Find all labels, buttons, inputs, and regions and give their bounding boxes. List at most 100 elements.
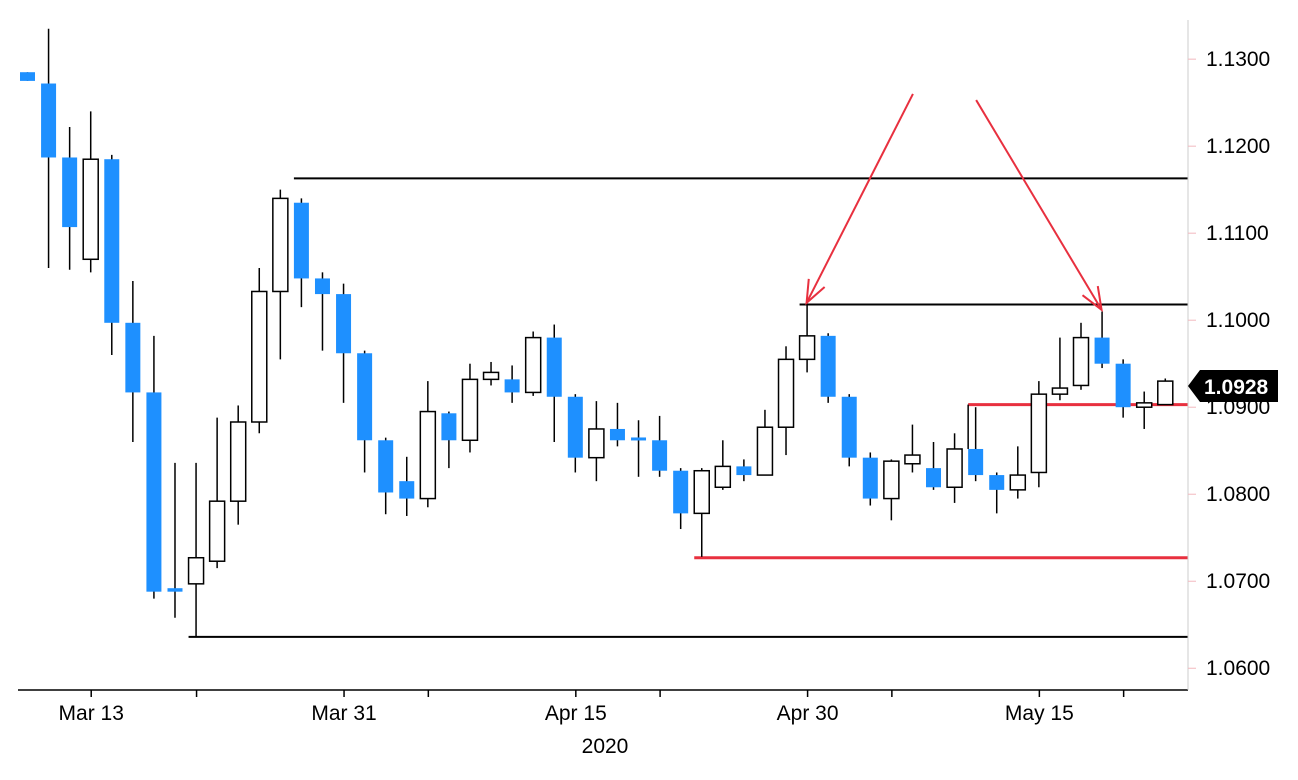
- candle-body: [41, 83, 57, 158]
- candle-body: [946, 448, 963, 489]
- candle: [989, 472, 1005, 514]
- candle: [378, 437, 394, 515]
- last-price-label: 1.0928: [1204, 376, 1269, 399]
- candle-body: [1009, 474, 1027, 491]
- candle: [946, 433, 963, 503]
- arrow-shaft: [805, 93, 914, 304]
- candle: [208, 417, 226, 569]
- arrow: [805, 93, 914, 306]
- candle-body: [777, 358, 795, 428]
- candle-body: [461, 378, 479, 442]
- candle: [588, 401, 605, 482]
- candle: [104, 154, 120, 355]
- arrow-head: [1081, 285, 1103, 313]
- candle: [841, 394, 857, 467]
- candle: [1030, 381, 1048, 488]
- candles: [20, 28, 1174, 637]
- candle-body: [251, 290, 268, 423]
- candle-body: [631, 437, 647, 441]
- candle-body: [336, 294, 352, 354]
- candle-body: [146, 392, 162, 592]
- candle: [441, 411, 457, 469]
- candle-body: [82, 158, 99, 261]
- candle: [1094, 311, 1110, 369]
- candle: [693, 468, 710, 557]
- candle: [251, 267, 268, 434]
- candle: [62, 127, 78, 270]
- candle-body: [968, 448, 984, 476]
- candle-body: [441, 413, 457, 441]
- y-tick-labels: 1.13001.12001.11001.10001.09001.08001.07…: [1188, 48, 1270, 680]
- candle-body: [482, 371, 500, 381]
- candle: [714, 440, 732, 490]
- candle: [524, 331, 542, 396]
- candle: [399, 456, 415, 516]
- candle: [272, 189, 289, 360]
- candle-body: [736, 466, 752, 476]
- candle: [883, 459, 900, 521]
- candle-body: [419, 410, 437, 500]
- candle: [187, 462, 205, 637]
- candle: [1157, 378, 1174, 406]
- candle-body: [756, 426, 774, 476]
- candle: [546, 324, 562, 443]
- candle: [125, 281, 141, 443]
- candle-body: [125, 322, 141, 393]
- candle: [631, 420, 647, 477]
- y-tick-label: 1.1000: [1206, 309, 1270, 332]
- candle: [82, 111, 99, 273]
- candle-body: [272, 197, 289, 293]
- candle-body: [208, 500, 226, 562]
- candle: [736, 459, 752, 482]
- y-tick-label: 1.0700: [1206, 570, 1270, 593]
- candle: [652, 415, 668, 477]
- candle: [167, 462, 183, 618]
- candle-body: [904, 454, 921, 465]
- candle: [673, 468, 689, 530]
- candle-body: [588, 428, 605, 459]
- candle-body: [1115, 363, 1131, 408]
- candle-body: [820, 335, 836, 397]
- candle: [798, 304, 816, 373]
- candle-body: [1072, 336, 1090, 387]
- candle: [229, 405, 247, 525]
- last-price-badge: 1.0928: [1188, 370, 1278, 402]
- candle: [461, 363, 479, 453]
- candle: [862, 452, 878, 506]
- y-tick-label: 1.1300: [1206, 48, 1270, 71]
- candle-body: [314, 278, 330, 295]
- candle-body: [1094, 337, 1110, 364]
- candle-body: [567, 396, 583, 458]
- candle-body: [524, 336, 542, 394]
- candle-body: [1135, 402, 1153, 408]
- candle-body: [1051, 387, 1069, 395]
- candle-body: [1157, 380, 1174, 406]
- candle-body: [546, 337, 562, 397]
- candle-body: [926, 468, 942, 488]
- candle: [41, 28, 57, 268]
- x-axis-title: 2020: [582, 735, 629, 758]
- candle-body: [714, 465, 732, 489]
- candle: [926, 442, 942, 490]
- candle-body: [187, 556, 205, 585]
- candle-body: [693, 469, 710, 515]
- candle-body: [798, 335, 816, 361]
- candle: [567, 394, 583, 473]
- arrow-shaft: [975, 99, 1103, 311]
- y-tick-label: 1.1200: [1206, 135, 1270, 158]
- candle-body: [20, 72, 35, 81]
- candle: [357, 350, 373, 473]
- candle-body: [357, 353, 373, 441]
- candle: [820, 333, 836, 403]
- candle: [1009, 446, 1027, 499]
- candle: [777, 346, 795, 456]
- candle-body: [673, 470, 689, 514]
- candle-body: [167, 588, 183, 592]
- x-tick-labels: Mar 13 Mar 31 Apr 15 Apr 30 May 15: [59, 690, 1125, 725]
- y-tick-label: 1.0800: [1206, 483, 1270, 506]
- candle-body: [883, 460, 900, 500]
- x-tick-label: May 15: [1005, 702, 1074, 725]
- x-tick-label: Apr 30: [777, 702, 839, 725]
- candle-body: [104, 159, 120, 323]
